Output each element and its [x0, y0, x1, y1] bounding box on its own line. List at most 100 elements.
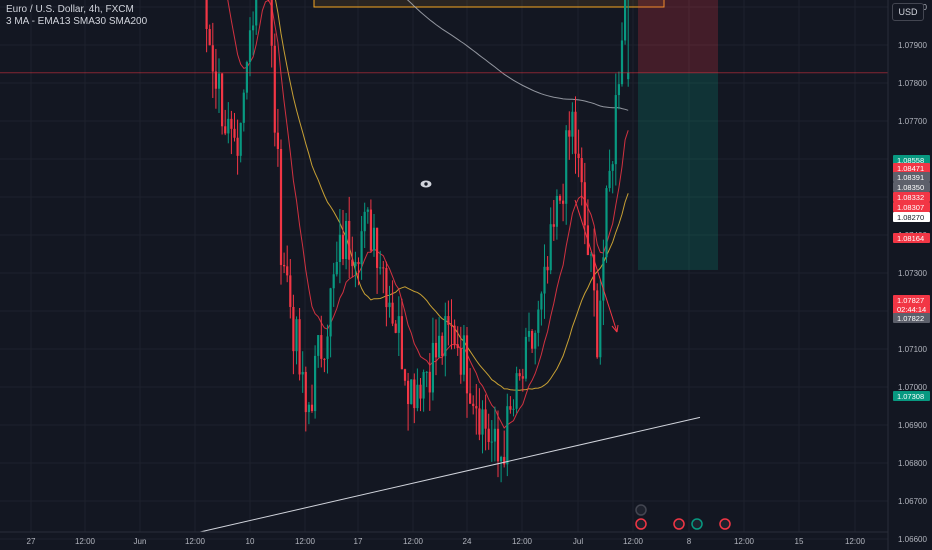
y-tick-label: 1.07300 — [898, 269, 927, 278]
candle-body — [571, 111, 574, 137]
candle-body — [593, 254, 596, 291]
y-tick-label: 1.06900 — [898, 421, 927, 430]
y-tick-label: 1.07100 — [898, 345, 927, 354]
price-label-badge — [893, 212, 930, 222]
candle-body — [450, 324, 453, 326]
price-label-badge — [893, 304, 930, 314]
x-tick-label: 24 — [463, 537, 472, 546]
candle-body — [534, 332, 537, 349]
candle-body — [419, 384, 422, 399]
candle-body — [617, 84, 620, 96]
price-label-badge — [893, 192, 930, 202]
candle-body — [583, 182, 586, 226]
candle-body — [366, 209, 369, 212]
price-label: 1.08350 — [897, 183, 924, 192]
eye-icon[interactable] — [420, 180, 432, 188]
eu-flag-icon[interactable] — [691, 518, 703, 530]
candle-body — [345, 220, 348, 260]
candle-body — [286, 266, 289, 276]
candle-body — [627, 72, 630, 80]
candle-body — [273, 45, 276, 133]
y-tick-label: 1.07000 — [898, 383, 927, 392]
us-flag-icon[interactable] — [635, 518, 647, 530]
candle-body — [500, 456, 503, 462]
candle-body — [469, 393, 472, 404]
x-tick-label: 12:00 — [185, 537, 206, 546]
candle-body — [376, 227, 379, 268]
candle-body — [540, 293, 543, 310]
supply-zone — [313, 0, 665, 8]
price-label-badge — [893, 155, 930, 165]
currency-button[interactable]: USD — [892, 3, 924, 21]
candle-body — [512, 408, 515, 410]
candle-body — [537, 309, 540, 333]
candle-body — [552, 224, 555, 227]
candle-body — [462, 335, 465, 375]
candle-body — [388, 302, 391, 308]
sma30-line — [275, 0, 629, 391]
candle-body — [283, 264, 286, 267]
candle-body — [382, 267, 385, 269]
candle-body — [360, 231, 363, 265]
candle-body — [580, 158, 583, 183]
candle-body — [400, 316, 403, 370]
candle-body — [518, 373, 521, 377]
x-tick-label: 12:00 — [403, 537, 424, 546]
candle-body — [357, 261, 360, 265]
candle-body — [242, 92, 245, 123]
candle-body — [233, 128, 236, 138]
candle-body — [310, 404, 314, 412]
price-label: 1.08391 — [897, 173, 924, 182]
candle-body — [475, 406, 478, 409]
candle-body — [205, 0, 208, 29]
price-label-badge — [893, 233, 930, 243]
candle-body — [620, 40, 624, 85]
candle-body — [252, 25, 255, 31]
y-tick-label: 1.07800 — [898, 79, 927, 88]
candle-body — [546, 266, 549, 271]
support-trendline — [199, 416, 701, 533]
candle-body — [422, 372, 425, 399]
us-flag-icon[interactable] — [673, 518, 685, 530]
us-flag-icon[interactable] — [719, 518, 731, 530]
candle-body — [323, 358, 326, 360]
candle-body — [279, 148, 283, 265]
candle-body — [565, 130, 568, 204]
candle-body — [317, 335, 320, 356]
candle-body — [227, 118, 230, 134]
x-tick-label: 12:00 — [295, 537, 316, 546]
candle-body — [363, 211, 366, 232]
candle-body — [624, 0, 627, 41]
candle-body — [555, 195, 558, 227]
candle-body — [208, 28, 211, 46]
symbol-title[interactable]: Euro / U.S. Dollar, 4h, FXCM — [6, 4, 134, 15]
candle-body — [602, 257, 605, 301]
x-tick-label: 10 — [246, 537, 255, 546]
candle-body — [431, 342, 434, 393]
candle-body — [217, 73, 221, 89]
candle-body — [438, 335, 441, 358]
candle-body — [577, 153, 580, 159]
lightning-icon[interactable] — [635, 504, 647, 516]
candle-body — [214, 71, 217, 89]
candle-body — [549, 224, 552, 271]
candle-body — [472, 403, 475, 407]
candle-body — [230, 118, 233, 129]
candle-body — [335, 261, 338, 275]
candle-body — [521, 376, 524, 379]
price-label: 1.08558 — [897, 156, 924, 165]
candle-body — [515, 373, 518, 409]
candle-body — [444, 316, 447, 357]
price-label-badge — [893, 295, 930, 305]
candle-body — [326, 336, 329, 359]
x-tick-label: 12:00 — [75, 537, 96, 546]
candle-body — [568, 130, 571, 137]
indicator-title[interactable]: 3 MA - EMA13 SMA30 SMA200 — [6, 16, 148, 27]
candle-body — [354, 261, 357, 267]
price-label-badge — [893, 182, 930, 192]
candle-body — [478, 408, 481, 435]
price-label: 1.07822 — [897, 314, 924, 323]
candle-body — [527, 330, 531, 337]
candle-body — [397, 316, 400, 333]
